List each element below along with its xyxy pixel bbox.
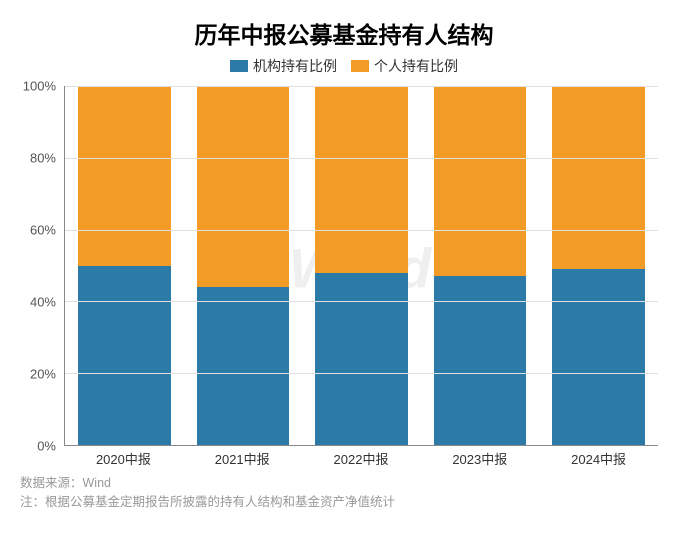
y-tick: 80% [16,151,56,166]
legend: 机构持有比例 个人持有比例 [20,56,668,76]
data-note: 注：根据公募基金定期报告所披露的持有人结构和基金资产净值统计 [20,493,668,512]
y-axis: 0%20%40%60%80%100% [20,86,60,446]
x-axis-labels: 2020中报2021中报2022中报2023中报2024中报 [64,446,658,466]
x-tick-label: 2024中报 [539,446,658,466]
x-tick-label: 2021中报 [183,446,302,466]
bar-slot [302,86,421,445]
plot-area: Wind 0%20%40%60%80%100% 2020中报2021中报2022… [64,86,658,466]
x-tick-label: 2020中报 [64,446,183,466]
grid-line [65,230,658,231]
legend-item-individual: 个人持有比例 [351,56,458,76]
grid-line [65,301,658,302]
bars-group [65,86,658,445]
data-source: 数据来源：Wind [20,474,668,493]
bar-segment-individual [78,86,171,266]
y-tick: 60% [16,223,56,238]
grid-line [65,86,658,87]
x-tick-label: 2022中报 [302,446,421,466]
bar-segment-institutional [78,266,171,446]
legend-swatch-institutional [230,60,248,72]
y-tick: 40% [16,295,56,310]
legend-item-institutional: 机构持有比例 [230,56,337,76]
bar [78,86,171,445]
chart-footer: 数据来源：Wind 注：根据公募基金定期报告所披露的持有人结构和基金资产净值统计 [20,474,668,512]
bar [434,86,527,445]
y-tick: 0% [16,439,56,454]
bar-segment-individual [552,86,645,269]
chart-title: 历年中报公募基金持有人结构 [20,16,668,50]
bar-segment-institutional [197,287,290,445]
chart-container: 历年中报公募基金持有人结构 机构持有比例 个人持有比例 Wind 0%20%40… [0,0,688,548]
bar-segment-individual [315,86,408,273]
bar-segment-institutional [552,269,645,445]
bar-slot [539,86,658,445]
bar [315,86,408,445]
bar [197,86,290,445]
bar [552,86,645,445]
legend-label-institutional: 机构持有比例 [253,56,337,76]
plot [64,86,658,446]
x-tick-label: 2023中报 [420,446,539,466]
legend-label-individual: 个人持有比例 [374,56,458,76]
bar-slot [184,86,303,445]
y-tick: 100% [16,79,56,94]
legend-swatch-individual [351,60,369,72]
bar-segment-individual [197,86,290,287]
bar-slot [421,86,540,445]
y-tick: 20% [16,367,56,382]
bar-segment-individual [434,86,527,276]
grid-line [65,373,658,374]
grid-line [65,158,658,159]
bar-slot [65,86,184,445]
bar-segment-institutional [315,273,408,445]
